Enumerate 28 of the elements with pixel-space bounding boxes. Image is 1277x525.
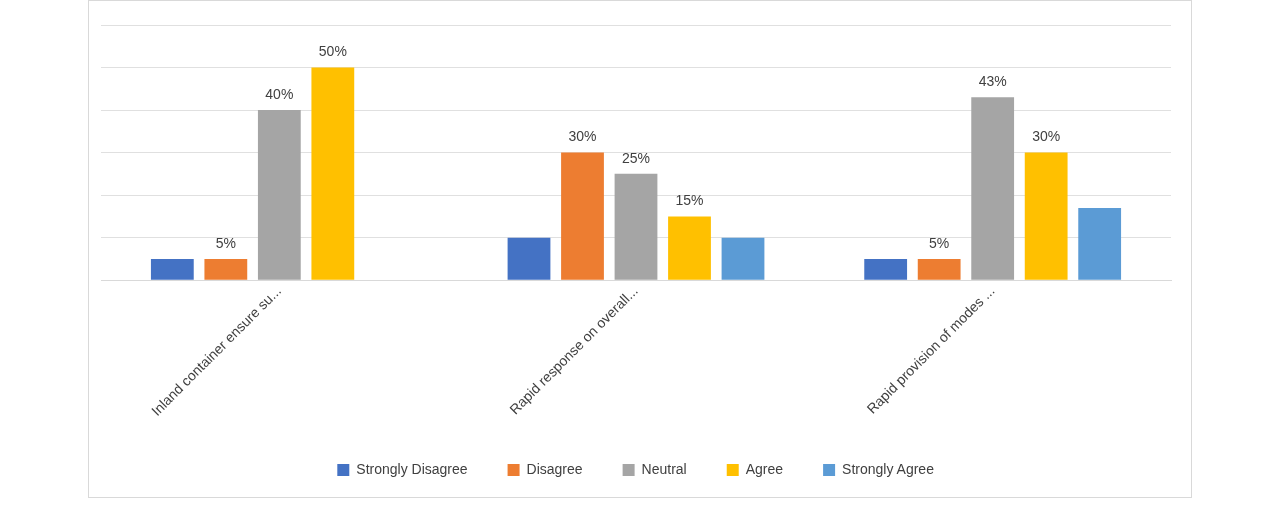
bar [668, 216, 711, 280]
data-label: 5% [215, 234, 236, 251]
legend-label: Disagree [526, 460, 583, 477]
bar [561, 152, 604, 280]
bar [1078, 207, 1122, 280]
bar [864, 258, 908, 280]
data-label: 25% [621, 149, 651, 166]
bar [257, 110, 301, 280]
bar [311, 67, 355, 280]
bar [507, 237, 551, 280]
data-label: 50% [318, 43, 347, 60]
legend-label: Strongly Disagree [356, 460, 468, 477]
bar [614, 173, 658, 280]
bar [1024, 152, 1068, 280]
data-label: 15% [675, 192, 704, 209]
data-label: 30% [1032, 128, 1061, 145]
legend-label: Neutral [641, 460, 687, 477]
bar [204, 258, 248, 280]
bar [721, 237, 765, 280]
data-label: 43% [978, 73, 1007, 90]
bar [917, 258, 961, 280]
data-label: 5% [929, 234, 950, 251]
bar [150, 258, 194, 280]
legend-label: Agree [745, 460, 784, 477]
data-label: 30% [568, 128, 597, 145]
legend-label: Strongly Agree [842, 460, 935, 477]
data-label: 40% [265, 85, 294, 102]
bar [971, 97, 1015, 280]
